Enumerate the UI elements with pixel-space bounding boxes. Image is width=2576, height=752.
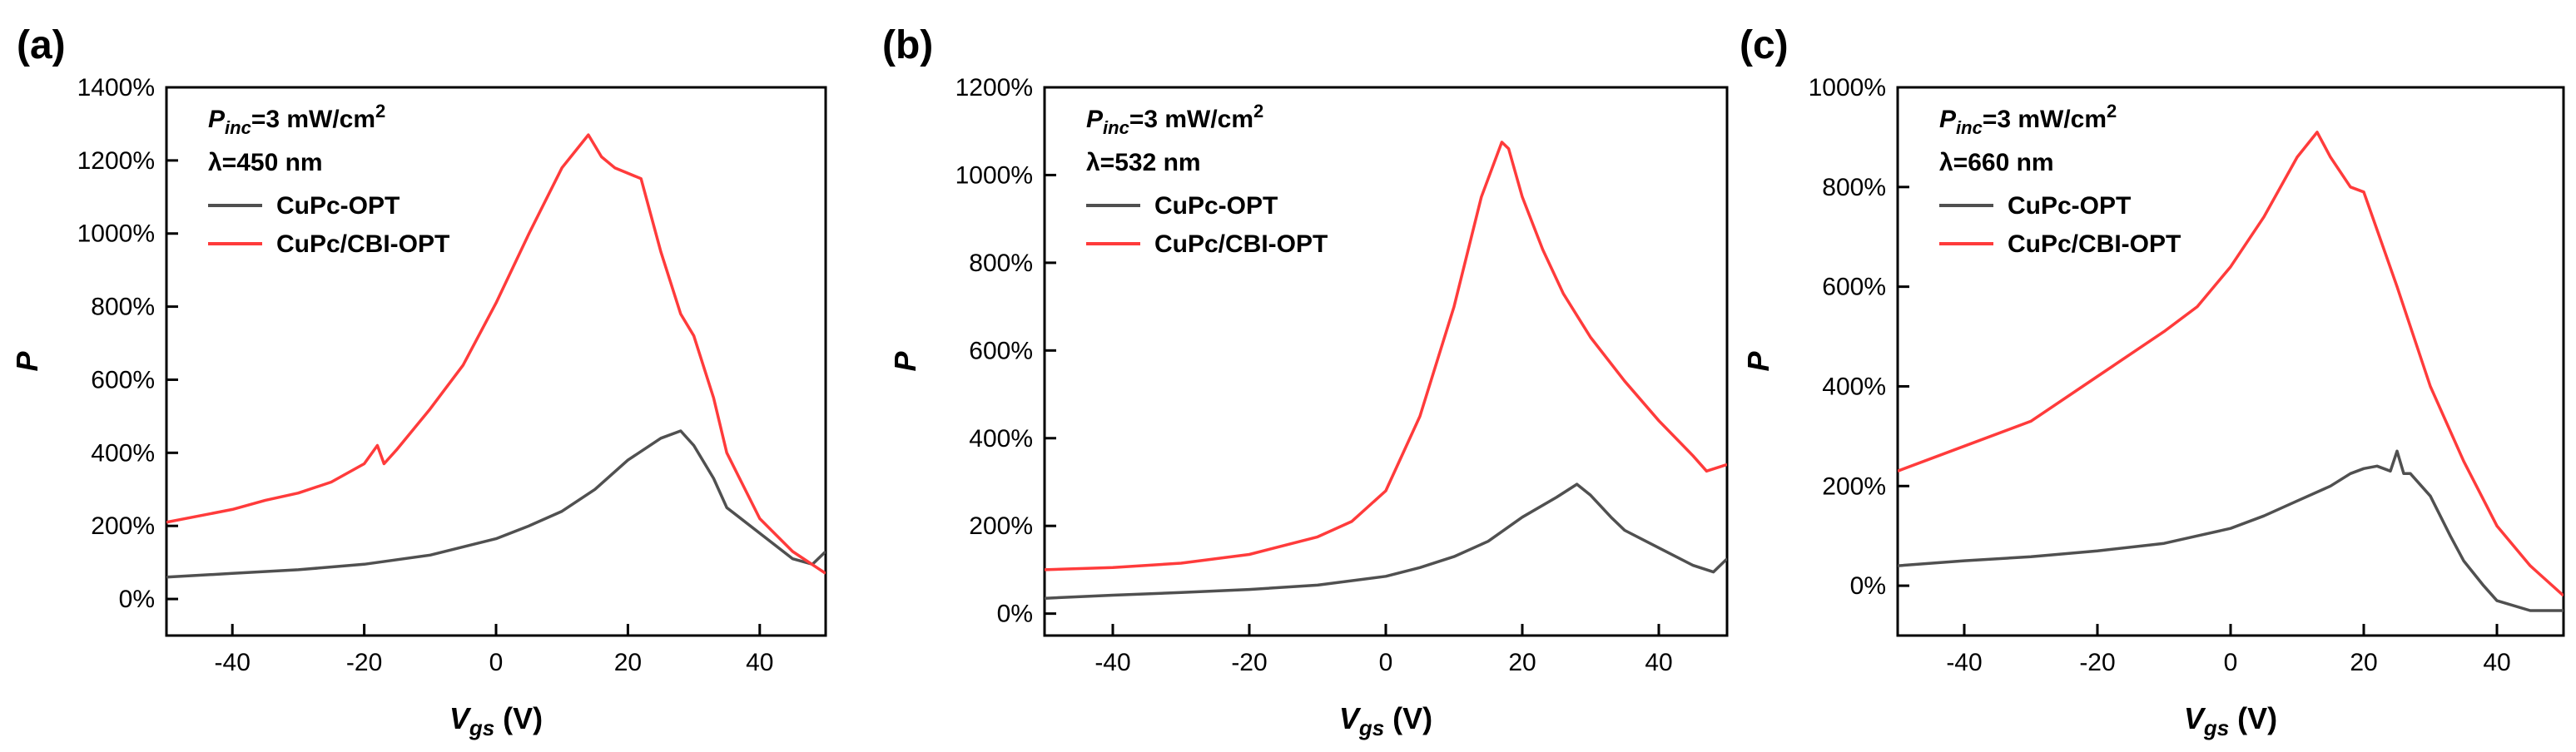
annotation-p: P — [1939, 106, 1957, 133]
annotation-p-sup: 2 — [375, 101, 385, 121]
annotation-p-rest: =3 mW/cm — [1129, 106, 1253, 133]
x-axis-label-sub: gs — [1358, 715, 1384, 740]
chart-panel: (a)-40-20020400%200%400%600%800%1000%120… — [10, 23, 826, 740]
x-tick-label: 0 — [489, 649, 504, 676]
y-tick-label: 600% — [969, 337, 1033, 364]
x-tick-label: -20 — [1231, 649, 1267, 676]
y-tick-label: 1400% — [77, 74, 155, 101]
annotation-power: Pinc=3 mW/cm2 — [1939, 101, 2117, 138]
x-axis-label-main: V — [449, 701, 472, 735]
y-axis-label: P — [1741, 351, 1775, 372]
y-axis-label: P — [888, 351, 922, 372]
annotation-p-rest: =3 mW/cm — [251, 106, 375, 133]
y-tick-label: 200% — [91, 512, 155, 540]
annotation-p-rest: =3 mW/cm — [1983, 106, 2107, 133]
y-tick-label: 800% — [969, 250, 1033, 277]
series-line-cupc-opt — [1898, 451, 2564, 611]
x-tick-label: -40 — [215, 649, 251, 676]
y-tick-label: 400% — [969, 425, 1033, 453]
y-tick-label: 800% — [1822, 174, 1886, 201]
y-tick-label: 800% — [91, 294, 155, 321]
x-tick-label: 40 — [2483, 649, 2510, 676]
annotation-p-sup: 2 — [1253, 101, 1263, 121]
chart-panel: (b)-40-20020400%200%400%600%800%1000%120… — [882, 23, 1727, 740]
annotation-p-sup: 2 — [2107, 101, 2117, 121]
figure-svg: (a)-40-20020400%200%400%600%800%1000%120… — [0, 0, 2576, 748]
x-axis-label-sub: gs — [469, 715, 494, 740]
legend-entry: CuPc-OPT — [1154, 192, 1278, 220]
annotation-wavelength: λ=450 nm — [208, 149, 323, 176]
series-line-cupc-cbi-opt — [1898, 132, 2564, 596]
x-axis-label: Vgs (V) — [1339, 701, 1432, 740]
legend-entry: CuPc-OPT — [2008, 192, 2131, 220]
y-tick-label: 1200% — [955, 74, 1033, 101]
y-tick-label: 400% — [91, 439, 155, 467]
x-tick-label: -40 — [1094, 649, 1130, 676]
x-axis-label: Vgs (V) — [2184, 701, 2277, 740]
panel-label: (b) — [882, 23, 933, 67]
annotation-p: P — [208, 106, 226, 133]
legend-entry: CuPc/CBI-OPT — [2008, 230, 2181, 258]
x-axis-label-unit: (V) — [1384, 701, 1432, 735]
y-tick-label: 1200% — [77, 147, 155, 175]
chart-panel: (c)-40-20020400%200%400%600%800%1000%Vgs… — [1740, 23, 2564, 740]
x-axis-label-main: V — [1339, 701, 1362, 735]
annotation-power: Pinc=3 mW/cm2 — [1086, 101, 1263, 138]
figure: (a)-40-20020400%200%400%600%800%1000%120… — [0, 0, 2576, 748]
legend-entry: CuPc/CBI-OPT — [276, 230, 449, 258]
x-axis-label: Vgs (V) — [449, 701, 543, 740]
y-tick-label: 0% — [1850, 572, 1886, 600]
x-tick-label: -20 — [346, 649, 382, 676]
y-tick-label: 600% — [91, 366, 155, 393]
panel-label: (c) — [1740, 23, 1789, 67]
annotation-wavelength: λ=532 nm — [1086, 149, 1201, 176]
y-tick-label: 1000% — [77, 220, 155, 248]
y-axis-label: P — [10, 351, 44, 372]
legend-entry: CuPc/CBI-OPT — [1154, 230, 1328, 258]
y-tick-label: 400% — [1822, 373, 1886, 400]
x-tick-label: -40 — [1946, 649, 1982, 676]
x-tick-label: 20 — [2350, 649, 2377, 676]
annotation-power: Pinc=3 mW/cm2 — [208, 101, 385, 138]
x-tick-label: -20 — [2079, 649, 2115, 676]
annotation-p: P — [1086, 106, 1104, 133]
x-tick-label: 0 — [1379, 649, 1393, 676]
x-tick-label: 40 — [1645, 649, 1672, 676]
series-line-cupc-opt — [1045, 484, 1727, 598]
y-tick-label: 200% — [969, 512, 1033, 540]
y-tick-label: 1000% — [1809, 74, 1886, 101]
x-axis-label-unit: (V) — [2229, 701, 2277, 735]
y-tick-label: 200% — [1822, 472, 1886, 500]
annotation-p-sub: inc — [1956, 117, 1983, 138]
legend-entry: CuPc-OPT — [276, 192, 400, 220]
y-tick-label: 0% — [997, 601, 1033, 628]
x-tick-label: 0 — [2224, 649, 2238, 676]
panel-label: (a) — [17, 23, 66, 67]
annotation-p-sub: inc — [225, 117, 251, 138]
y-tick-label: 1000% — [955, 161, 1033, 189]
annotation-p-sub: inc — [1103, 117, 1129, 138]
x-axis-label-main: V — [2184, 701, 2206, 735]
y-tick-label: 600% — [1822, 274, 1886, 301]
x-tick-label: 40 — [746, 649, 773, 676]
y-tick-label: 0% — [119, 586, 155, 613]
x-axis-label-unit: (V) — [494, 701, 543, 735]
x-tick-label: 20 — [1508, 649, 1536, 676]
x-tick-label: 20 — [614, 649, 642, 676]
annotation-wavelength: λ=660 nm — [1939, 149, 2054, 176]
x-axis-label-sub: gs — [2203, 715, 2229, 740]
series-line-cupc-cbi-opt — [1045, 142, 1727, 570]
